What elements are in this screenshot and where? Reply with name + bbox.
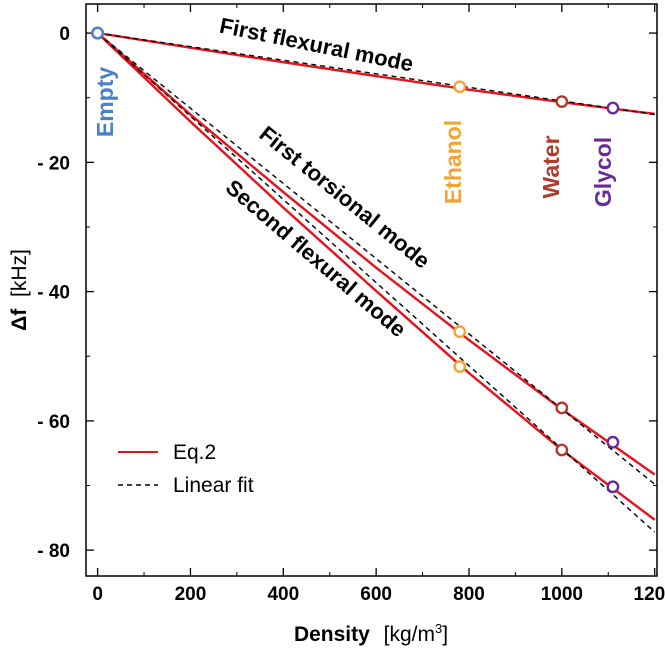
x-tick-label-200: 200 bbox=[175, 584, 207, 605]
plot-frame bbox=[85, 3, 658, 577]
eq2-line-first-torsional-mode bbox=[96, 32, 656, 476]
point-first-torsional-mode-glycol bbox=[606, 435, 620, 449]
x-tick-label-400: 400 bbox=[267, 584, 299, 605]
y-tick-label-0: 0 bbox=[59, 24, 70, 45]
y-axis-title-unit: [kHz] bbox=[8, 249, 31, 297]
y-tick-labels: 0 - 20 - 40 - 60 - 80 bbox=[37, 24, 70, 562]
axis-ticks bbox=[86, 4, 657, 576]
legend-label-linear-fit: Linear fit bbox=[173, 474, 254, 497]
liquid-label-water: Water bbox=[538, 135, 564, 198]
x-axis-title-unit-sup: 3 bbox=[435, 621, 442, 636]
x-axis-title-main: Density bbox=[294, 623, 370, 646]
series-points bbox=[91, 26, 620, 494]
mode-label-second-flexural: Second flexural mode bbox=[221, 175, 411, 342]
point-second-flexural-mode-glycol bbox=[606, 480, 620, 494]
point-first-flexural-mode-water bbox=[555, 95, 569, 108]
point-second-flexural-mode-water bbox=[555, 443, 569, 457]
x-tick-label-800: 800 bbox=[453, 584, 485, 605]
y-tick-label--40: - 40 bbox=[37, 283, 70, 304]
y-axis-title: Δf [kHz] bbox=[8, 249, 31, 331]
point-second-flexural-mode-ethanol bbox=[453, 360, 467, 373]
legend-label-eq2: Eq.2 bbox=[173, 441, 216, 464]
point-first-flexural-mode-ethanol bbox=[453, 80, 467, 94]
point-first-flexural-mode-glycol bbox=[606, 101, 620, 115]
y-tick-label--60: - 60 bbox=[37, 412, 70, 433]
point-first-torsional-mode-water bbox=[555, 401, 569, 415]
liquid-label-empty: Empty bbox=[92, 67, 118, 138]
point-first-torsional-mode-ethanol bbox=[453, 325, 467, 339]
x-axis-title-unit-close: ] bbox=[442, 623, 448, 646]
point-second-flexural-mode-empty bbox=[91, 26, 105, 40]
liquid-label-ethanol: Ethanol bbox=[440, 120, 466, 204]
y-axis-title-main: Δf bbox=[8, 308, 31, 331]
y-tick-label--80: - 80 bbox=[37, 541, 70, 562]
y-tick-label--20: - 20 bbox=[37, 153, 70, 174]
legend: Eq.2 Linear fit bbox=[118, 441, 254, 497]
x-tick-label-1000: 1000 bbox=[541, 584, 583, 605]
x-axis-title: Density [kg/m3] bbox=[294, 621, 448, 646]
x-axis-title-unit: [kg/m bbox=[384, 623, 435, 646]
x-tick-label-0: 0 bbox=[92, 584, 103, 605]
liquid-label-glycol: Glycol bbox=[590, 137, 616, 207]
linear-fit-line-first-torsional-mode bbox=[97, 32, 656, 485]
x-tick-label-600: 600 bbox=[360, 584, 392, 605]
